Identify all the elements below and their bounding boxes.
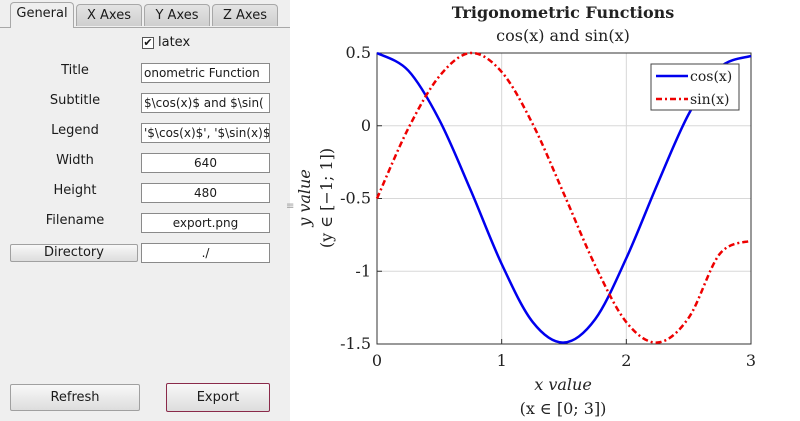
directory-input[interactable]: ./ [141,243,270,263]
chart-subtitle: cos(x) and sin(x) [496,26,630,45]
filename-label: Filename [45,213,105,228]
y-axis-sublabel: (y ∈ [−1; 1]) [317,148,336,248]
legend: cos(x) sin(x) [650,63,740,111]
legend-entry-cos: cos(x) [690,69,732,85]
x-axis-sublabel: (x ∈ [0; 3]) [520,399,607,418]
height-label: Height [53,183,97,198]
legend-entry-sin: sin(x) [690,92,730,108]
x-axis-label: x value [534,375,592,394]
legend-box [650,63,740,111]
refresh-button[interactable]: Refresh [10,384,140,411]
chart-canvas: 0 1 2 3 0.5 0 -0.5 -1 -1.5 Trigonometric Functio… [295,3,756,418]
y-tick-label: -1 [355,261,371,280]
latex-label: latex [158,35,191,50]
width-input[interactable]: 640 [141,153,270,173]
x-tick-label: 3 [746,351,756,370]
x-tick-label: 1 [497,351,507,370]
x-tick-label: 0 [372,351,382,370]
legend-label: Legend [51,123,99,138]
series-group [375,51,752,344]
title-input[interactable]: onometric Function [141,63,270,83]
axis-ticks: 0 1 2 3 0.5 0 -0.5 -1 -1.5 [340,43,756,370]
y-tick-label: -0.5 [340,189,371,208]
x-tick-label: 2 [621,351,631,370]
subtitle-input[interactable]: $\cos(x)$ and $\sin( [141,93,270,113]
chart-title: Trigonometric Functions [452,3,675,22]
height-input[interactable]: 480 [141,183,270,203]
export-button[interactable]: Export [166,383,270,412]
splitter-handle[interactable]: ≡ [286,201,295,212]
y-axis-label: y value [295,169,314,228]
tab-divider [0,27,290,28]
width-label: Width [56,153,94,168]
tab-general[interactable]: General [10,2,74,28]
latex-checkbox[interactable]: ✔ [142,36,154,49]
filename-input[interactable]: export.png [141,213,270,233]
subtitle-label: Subtitle [49,93,101,108]
y-tick-label: 0 [361,116,371,135]
tab-y-axes[interactable]: Y Axes [144,4,210,26]
tab-x-axes[interactable]: X Axes [76,4,142,26]
y-tick-label: -1.5 [340,334,371,353]
export-settings-panel: General X Axes Y Axes Z Axes ✔ latex Tit… [0,0,294,421]
y-tick-label: 0.5 [346,43,371,62]
title-label: Title [61,63,89,78]
legend-input[interactable]: '$\cos(x)$', '$\sin(x)$ [141,123,270,143]
directory-button[interactable]: Directory [10,244,138,262]
tab-z-axes[interactable]: Z Axes [212,4,278,26]
